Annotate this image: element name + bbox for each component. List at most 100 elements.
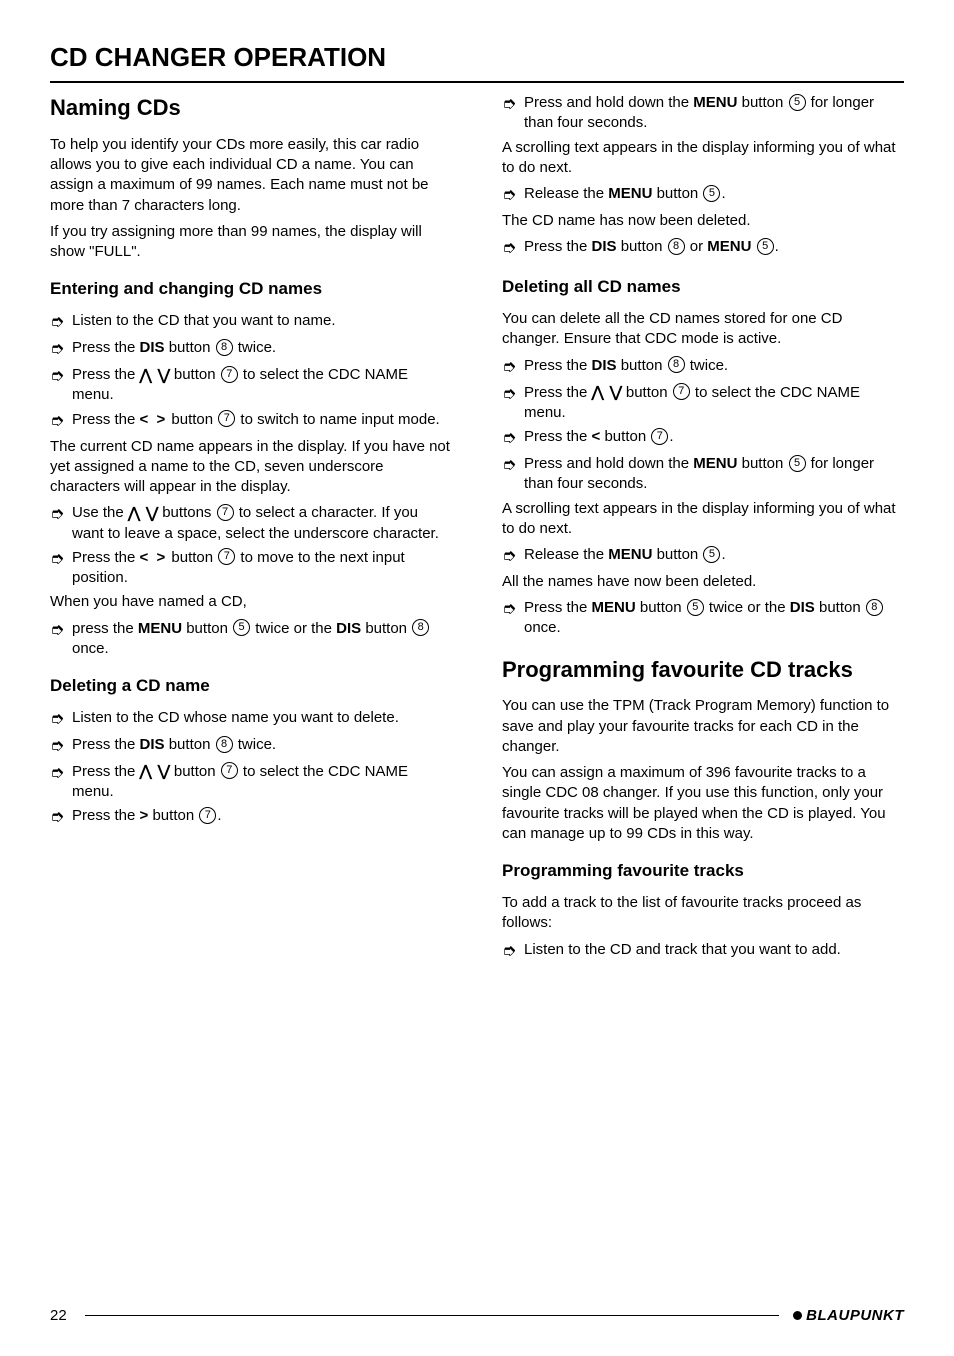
ref-8: 8: [668, 356, 685, 373]
step-leftright: ➮ Press the < > button 7 to switch to na…: [50, 410, 452, 433]
da-finish: ➮ Press the MENU button 5 twice or the D…: [502, 598, 904, 639]
da-left: ➮ Press the < button 7.: [502, 427, 904, 450]
step-text: Press the DIS button 8 twice.: [72, 735, 452, 758]
naming-intro-1: To help you identify your CDs more easil…: [50, 135, 452, 216]
step-marker: ➮: [502, 940, 524, 963]
del-step-updown: ➮ Press the ⋀ ⋁ button 7 to select the C…: [50, 762, 452, 803]
ref-5: 5: [789, 455, 806, 472]
ref-5: 5: [757, 238, 774, 255]
step-text: Press the MENU button 5 twice or the DIS…: [524, 598, 904, 639]
deleted-note: The CD name has now been deleted.: [502, 211, 904, 231]
step-updown: ➮ Press the ⋀ ⋁ button 7 to select the C…: [50, 365, 452, 406]
page-header: CD CHANGER OPERATION: [50, 40, 904, 83]
step-text: Press the DIS button 8 or MENU 5.: [524, 237, 904, 260]
press-dis-or-menu: ➮ Press the DIS button 8 or MENU 5.: [502, 237, 904, 260]
step-text: Listen to the CD and track that you want…: [524, 940, 904, 963]
step-text: Press the ⋀ ⋁ button 7 to select the CDC…: [524, 383, 904, 424]
ref-7: 7: [218, 548, 235, 565]
da-scrolling: A scrolling text appears in the display …: [502, 499, 904, 540]
da-hold: ➮ Press and hold down the MENU button 5 …: [502, 454, 904, 495]
content-columns: Naming CDs To help you identify your CDs…: [50, 93, 904, 966]
ref-8: 8: [668, 238, 685, 255]
step-text: Press the DIS button 8 twice.: [524, 356, 904, 379]
step-text: Press the < button 7.: [524, 427, 904, 450]
step-marker: ➮: [502, 356, 524, 379]
ref-5: 5: [687, 599, 704, 616]
step-marker: ➮: [502, 184, 524, 207]
step-text: Press the ⋀ ⋁ button 7 to select the CDC…: [72, 762, 452, 803]
step-text: Release the MENU button 5.: [524, 184, 904, 207]
ref-7: 7: [217, 504, 234, 521]
step-text: Press and hold down the MENU button 5 fo…: [524, 93, 904, 134]
delete-all-intro: You can delete all the CD names stored f…: [502, 309, 904, 350]
step-marker: ➮: [502, 454, 524, 495]
prog-fav-heading: Programming favourite tracks: [502, 860, 904, 883]
entering-heading: Entering and changing CD names: [50, 278, 452, 301]
ref-5: 5: [703, 546, 720, 563]
step-text: Press the ⋀ ⋁ button 7 to select the CDC…: [72, 365, 452, 406]
step-marker: ➮: [50, 735, 72, 758]
ref-5: 5: [233, 619, 250, 636]
step-marker: ➮: [502, 598, 524, 639]
ref-7: 7: [221, 762, 238, 779]
step-marker: ➮: [502, 237, 524, 260]
ref-7: 7: [221, 366, 238, 383]
step-marker: ➮: [50, 708, 72, 731]
step-text: Use the ⋀ ⋁ buttons 7 to select a charac…: [72, 503, 452, 544]
ref-5: 5: [703, 185, 720, 202]
step-text: press the MENU button 5 twice or the DIS…: [72, 619, 452, 660]
step-marker: ➮: [50, 548, 72, 589]
step-marker: ➮: [50, 762, 72, 803]
right-column: ➮ Press and hold down the MENU button 5 …: [492, 93, 904, 966]
footer-divider: [85, 1315, 779, 1316]
step-dis: ➮ Press the DIS button 8 twice.: [50, 338, 452, 361]
left-column: Naming CDs To help you identify your CDs…: [50, 93, 462, 966]
step-marker: ➮: [50, 338, 72, 361]
step-marker: ➮: [50, 365, 72, 406]
step-marker: ➮: [50, 619, 72, 660]
step-text: Press the < > button 7 to switch to name…: [72, 410, 452, 433]
step-text: Press and hold down the MENU button 5 fo…: [524, 454, 904, 495]
step-marker: ➮: [50, 410, 72, 433]
ref-8: 8: [866, 599, 883, 616]
ref-5: 5: [789, 94, 806, 111]
scrolling-text-note: A scrolling text appears in the display …: [502, 138, 904, 179]
step-text: Listen to the CD that you want to name.: [72, 311, 452, 334]
brand-logo: BLAUPUNKT: [793, 1306, 904, 1326]
step-select-char: ➮ Use the ⋀ ⋁ buttons 7 to select a char…: [50, 503, 452, 544]
deleting-all-heading: Deleting all CD names: [502, 276, 904, 299]
step-marker: ➮: [50, 503, 72, 544]
step-text: Press the DIS button 8 twice.: [72, 338, 452, 361]
del-step-dis: ➮ Press the DIS button 8 twice.: [50, 735, 452, 758]
prog-fav-intro: To add a track to the list of favourite …: [502, 893, 904, 934]
da-dis: ➮ Press the DIS button 8 twice.: [502, 356, 904, 379]
ref-7: 7: [673, 383, 690, 400]
da-done: All the names have now been deleted.: [502, 572, 904, 592]
page-footer: 22 BLAUPUNKT: [50, 1306, 904, 1326]
del-step-right: ➮ Press the > button 7.: [50, 806, 452, 829]
step-text: Press the > button 7.: [72, 806, 452, 829]
name-display-note: The current CD name appears in the displ…: [50, 437, 452, 498]
step-next-pos: ➮ Press the < > button 7 to move to the …: [50, 548, 452, 589]
prog-fav-step: ➮ Listen to the CD and track that you wa…: [502, 940, 904, 963]
release-step: ➮ Release the MENU button 5.: [502, 184, 904, 207]
step-marker: ➮: [502, 545, 524, 568]
ref-8: 8: [216, 339, 233, 356]
page-number: 22: [50, 1306, 67, 1326]
ref-7: 7: [199, 807, 216, 824]
da-release: ➮ Release the MENU button 5.: [502, 545, 904, 568]
ref-7: 7: [218, 410, 235, 427]
step-text: Listen to the CD whose name you want to …: [72, 708, 452, 731]
hold-menu-step: ➮ Press and hold down the MENU button 5 …: [502, 93, 904, 134]
when-named: When you have named a CD,: [50, 592, 452, 612]
ref-8: 8: [216, 736, 233, 753]
fav-tracks-heading: Programming favourite CD tracks: [502, 655, 904, 685]
deleting-heading: Deleting a CD name: [50, 675, 452, 698]
da-updown: ➮ Press the ⋀ ⋁ button 7 to select the C…: [502, 383, 904, 424]
fav-p1: You can use the TPM (Track Program Memor…: [502, 696, 904, 757]
step-text: Release the MENU button 5.: [524, 545, 904, 568]
ref-7: 7: [651, 428, 668, 445]
step-marker: ➮: [502, 93, 524, 134]
step-finish: ➮ press the MENU button 5 twice or the D…: [50, 619, 452, 660]
step-marker: ➮: [50, 806, 72, 829]
